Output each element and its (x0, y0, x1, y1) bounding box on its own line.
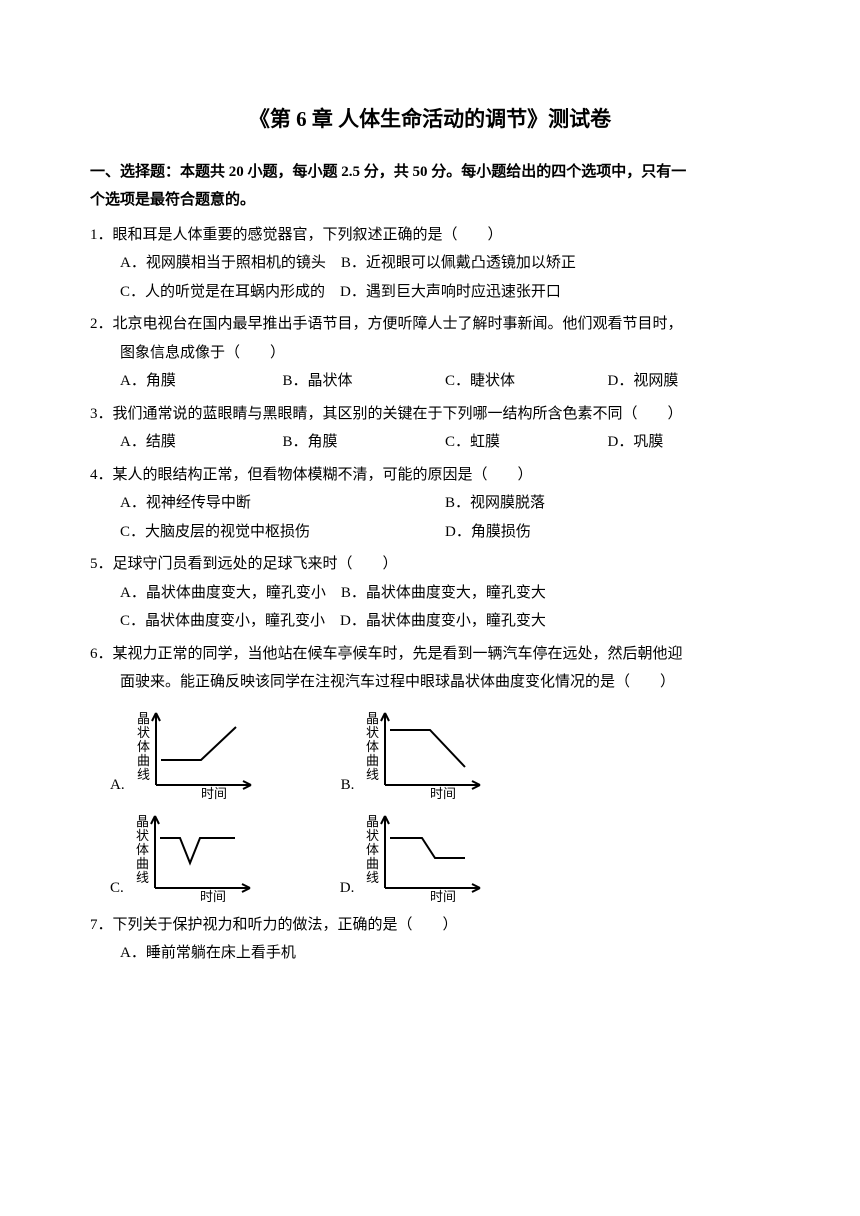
q2-text1: 2．北京电视台在国内最早推出手语节目，方便听障人士了解时事新闻。他们观看节目时， (90, 310, 770, 339)
intro-line-1: 一、选择题：本题共 20 小题，每小题 2.5 分，共 50 分。每小题给出的四… (90, 164, 686, 180)
q6-charts-row1: A. 晶状体曲线时间 B. 晶状体曲线时间 (90, 705, 770, 800)
svg-text:线: 线 (366, 870, 379, 885)
q2-options: A．角膜 B．晶状体 C．睫状体 D．视网膜 (90, 367, 770, 396)
q4-text: 4．某人的眼结构正常，但看物体模糊不清，可能的原因是（ ） (90, 461, 770, 490)
q2-opt-b: B．晶状体 (283, 367, 446, 396)
q1-opt-b: B．近视眼可以佩戴凸透镜加以矫正 (341, 255, 576, 271)
q3-opt-b: B．角膜 (283, 428, 446, 457)
svg-text:状: 状 (137, 725, 150, 740)
svg-text:体: 体 (366, 842, 379, 857)
q1-row2: C．人的听觉是在耳蜗内形成的 D．遇到巨大声响时应迅速张开口 (90, 278, 770, 307)
q1-opt-d: D．遇到巨大声响时应迅速张开口 (340, 284, 561, 300)
svg-text:曲: 曲 (366, 753, 379, 768)
question-6: 6．某视力正常的同学，当他站在候车亭候车时，先是看到一辆汽车停在远处，然后朝他迎… (90, 640, 770, 903)
question-4: 4．某人的眼结构正常，但看物体模糊不清，可能的原因是（ ） A．视神经传导中断 … (90, 461, 770, 547)
q3-opt-c: C．虹膜 (445, 428, 608, 457)
svg-text:状: 状 (136, 828, 149, 843)
q5-opt-b: B．晶状体曲度变大，瞳孔变大 (341, 585, 546, 601)
q5-opt-a: A．晶状体曲度变大，瞳孔变小 (120, 585, 326, 601)
q3-text: 3．我们通常说的蓝眼睛与黑眼睛，其区别的关键在于下列哪一结构所含色素不同（ ） (90, 400, 770, 429)
q2-text2: 图象信息成像于（ ） (90, 339, 770, 368)
q5-opt-c: C．晶状体曲度变小，瞳孔变小 (120, 613, 325, 629)
q2-opt-a: A．角膜 (120, 367, 283, 396)
q4-opt-b: B．视网膜脱落 (445, 489, 770, 518)
svg-text:晶: 晶 (366, 814, 379, 829)
q1-opt-a: A．视网膜相当于照相机的镜头 (120, 255, 326, 271)
q2-opt-c: C．睫状体 (445, 367, 608, 396)
q6-text1: 6．某视力正常的同学，当他站在候车亭候车时，先是看到一辆汽车停在远处，然后朝他迎 (90, 640, 770, 669)
q4-row1: A．视神经传导中断 B．视网膜脱落 (90, 489, 770, 518)
svg-text:体: 体 (366, 739, 379, 754)
question-5: 5．足球守门员看到远处的足球飞来时（ ） A．晶状体曲度变大，瞳孔变小 B．晶状… (90, 550, 770, 636)
svg-text:线: 线 (136, 870, 149, 885)
svg-text:晶: 晶 (366, 711, 379, 726)
q4-opt-c: C．大脑皮层的视觉中枢损伤 (120, 518, 445, 547)
q5-opt-d: D．晶状体曲度变小，瞳孔变大 (340, 613, 546, 629)
svg-text:体: 体 (137, 739, 150, 754)
svg-text:状: 状 (366, 725, 379, 740)
svg-text:曲: 曲 (366, 856, 379, 871)
q1-text: 1．眼和耳是人体重要的感觉器官，下列叙述正确的是（ ） (90, 221, 770, 250)
chart-a-svg: 晶状体曲线时间 (131, 705, 271, 800)
q3-options: A．结膜 B．角膜 C．虹膜 D．巩膜 (90, 428, 770, 457)
q1-opt-c: C．人的听觉是在耳蜗内形成的 (120, 284, 325, 300)
intro-line-2: 个选项是最符合题意的。 (90, 192, 255, 208)
q6-chart-d: D. 晶状体曲线时间 (340, 808, 501, 903)
q3-opt-a: A．结膜 (120, 428, 283, 457)
chart-d-svg: 晶状体曲线时间 (360, 808, 500, 903)
q6-d-label: D. (340, 874, 355, 903)
q5-text: 5．足球守门员看到远处的足球飞来时（ ） (90, 550, 770, 579)
svg-text:线: 线 (137, 767, 150, 782)
svg-text:线: 线 (366, 767, 379, 782)
question-3: 3．我们通常说的蓝眼睛与黑眼睛，其区别的关键在于下列哪一结构所含色素不同（ ） … (90, 400, 770, 457)
page-title: 《第 6 章 人体生命活动的调节》测试卷 (90, 100, 770, 140)
svg-text:状: 状 (366, 828, 379, 843)
q1-row1: A．视网膜相当于照相机的镜头 B．近视眼可以佩戴凸透镜加以矫正 (90, 249, 770, 278)
svg-text:曲: 曲 (137, 753, 150, 768)
q6-text2: 面驶来。能正确反映该同学在注视汽车过程中眼球晶状体曲度变化情况的是（ ） (90, 668, 770, 697)
q7-opt-a: A．睡前常躺在床上看手机 (90, 939, 770, 968)
question-1: 1．眼和耳是人体重要的感觉器官，下列叙述正确的是（ ） A．视网膜相当于照相机的… (90, 221, 770, 307)
svg-text:体: 体 (136, 842, 149, 857)
q4-row2: C．大脑皮层的视觉中枢损伤 D．角膜损伤 (90, 518, 770, 547)
q5-row2: C．晶状体曲度变小，瞳孔变小 D．晶状体曲度变小，瞳孔变大 (90, 607, 770, 636)
q2-opt-d: D．视网膜 (608, 367, 771, 396)
q4-opt-d: D．角膜损伤 (445, 518, 770, 547)
q7-text: 7．下列关于保护视力和听力的做法，正确的是（ ） (90, 911, 770, 940)
section-intro: 一、选择题：本题共 20 小题，每小题 2.5 分，共 50 分。每小题给出的四… (90, 158, 770, 215)
svg-text:晶: 晶 (137, 711, 150, 726)
chart-b-svg: 晶状体曲线时间 (360, 705, 500, 800)
q3-opt-d: D．巩膜 (608, 428, 771, 457)
svg-text:晶: 晶 (136, 814, 149, 829)
q6-b-label: B. (341, 771, 355, 800)
q4-opt-a: A．视神经传导中断 (120, 489, 445, 518)
q6-chart-b: B. 晶状体曲线时间 (341, 705, 501, 800)
svg-text:曲: 曲 (136, 856, 149, 871)
chart-c-svg: 晶状体曲线时间 (130, 808, 270, 903)
q6-c-label: C. (110, 874, 124, 903)
svg-text:时间: 时间 (430, 786, 456, 800)
svg-text:时间: 时间 (430, 889, 456, 903)
q6-chart-c: C. 晶状体曲线时间 (110, 808, 270, 903)
svg-text:时间: 时间 (201, 786, 227, 800)
svg-text:时间: 时间 (200, 889, 226, 903)
question-2: 2．北京电视台在国内最早推出手语节目，方便听障人士了解时事新闻。他们观看节目时，… (90, 310, 770, 396)
question-7: 7．下列关于保护视力和听力的做法，正确的是（ ） A．睡前常躺在床上看手机 (90, 911, 770, 968)
q5-row1: A．晶状体曲度变大，瞳孔变小 B．晶状体曲度变大，瞳孔变大 (90, 579, 770, 608)
q6-chart-a: A. 晶状体曲线时间 (110, 705, 271, 800)
q6-charts-row2: C. 晶状体曲线时间 D. 晶状体曲线时间 (90, 808, 770, 903)
q6-a-label: A. (110, 771, 125, 800)
